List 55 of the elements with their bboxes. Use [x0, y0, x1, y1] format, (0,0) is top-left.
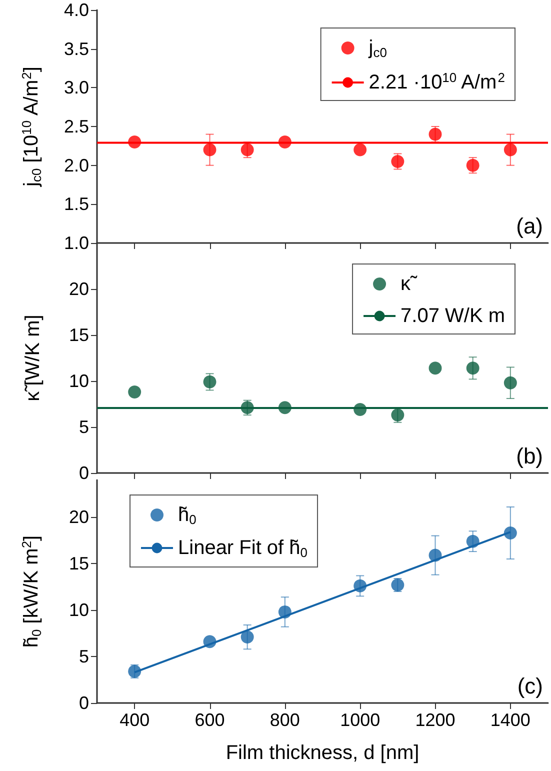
- point: [504, 526, 517, 540]
- y-axis-title: κ̃ [W/K m]: [22, 314, 44, 402]
- point: [128, 386, 142, 399]
- legend-label: κ̃: [400, 273, 418, 295]
- y-tick-label: 2.5: [64, 116, 89, 136]
- y-tick-label: 5: [78, 646, 89, 667]
- point: [466, 158, 480, 172]
- y-tick-label: 20: [68, 507, 89, 528]
- y-tick-label: 4.0: [64, 0, 89, 20]
- point: [240, 630, 254, 644]
- point: [504, 376, 517, 390]
- point: [466, 534, 480, 548]
- point: [391, 154, 404, 168]
- x-tick-label: 600: [194, 710, 225, 730]
- legend-label: 7.07 W/K m: [400, 305, 506, 327]
- point: [428, 548, 442, 562]
- annotation: (c): [517, 674, 544, 698]
- y-axis-title: jc0 [1010 A/m2]: [19, 66, 44, 188]
- point: [428, 362, 442, 375]
- x-tick-label: 1200: [415, 710, 456, 730]
- x-axis-title: Film thickness, d [nm]: [226, 742, 420, 764]
- y-tick-label: 3.0: [64, 78, 89, 98]
- y-tick-label: 15: [68, 554, 89, 574]
- x-tick-label: 1400: [490, 710, 530, 730]
- point: [240, 143, 254, 156]
- point: [278, 136, 292, 149]
- y-tick-label: 5: [78, 417, 89, 437]
- y-tick-label: 0: [78, 693, 89, 713]
- y-tick-label: 10: [68, 600, 89, 620]
- point: [466, 362, 480, 375]
- y-tick-label: 0: [78, 463, 89, 483]
- point: [354, 579, 367, 592]
- y-tick-label: 2.0: [64, 155, 89, 176]
- y-tick-label: 1.0: [64, 233, 89, 253]
- point: [203, 143, 216, 156]
- x-tick-label: 800: [270, 710, 300, 730]
- y-tick-label: 3.5: [64, 38, 89, 59]
- y-tick-label: 10: [68, 371, 89, 391]
- point: [354, 403, 367, 416]
- x-tick-label: 400: [120, 710, 150, 730]
- point: [203, 635, 216, 648]
- y-axis-title: h̃0 [kW/K m2]: [19, 535, 44, 648]
- y-tick-label: 20: [68, 279, 89, 299]
- point: [278, 605, 292, 618]
- annotation: (a): [516, 214, 544, 238]
- y-tick-label: 15: [68, 325, 89, 345]
- point: [354, 143, 367, 156]
- point: [203, 375, 216, 388]
- point: [128, 136, 142, 149]
- point: [278, 401, 292, 414]
- point: [391, 578, 404, 592]
- x-tick-label: 1000: [340, 710, 380, 730]
- annotation: (b): [516, 444, 544, 468]
- point: [504, 143, 517, 156]
- y-tick-label: 1.5: [64, 194, 89, 214]
